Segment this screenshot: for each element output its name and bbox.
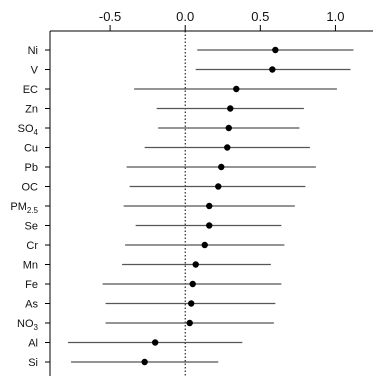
x-tick-label: 0.5: [251, 9, 269, 24]
category-label: Mn: [23, 260, 38, 272]
x-axis: -0.5 0.0 0.5 1.0: [99, 9, 344, 31]
estimate-row: Fe: [25, 279, 282, 291]
estimate-rows: Ni V EC Zn SO4 Cu Pb OC PM2.5 Se Cr Mn Fe As NO3 Al Si: [10, 45, 354, 369]
estimate-row: Mn: [23, 260, 271, 272]
estimate-row: Si: [28, 357, 219, 369]
point-estimate: [186, 319, 193, 327]
category-label: PM2.5: [10, 201, 38, 215]
estimate-row: NO3: [17, 318, 274, 332]
estimate-row: Pb: [25, 162, 316, 174]
point-estimate: [151, 339, 159, 346]
plot-frame: [49, 30, 373, 376]
estimate-row: Cr: [26, 240, 285, 252]
category-label: Se: [25, 221, 38, 233]
point-estimate: [227, 105, 234, 112]
category-label: As: [25, 299, 38, 311]
point-estimate: [206, 202, 213, 210]
point-estimate: [188, 300, 195, 307]
point-estimate: [215, 183, 222, 190]
category-label: Al: [28, 338, 38, 350]
point-estimate: [201, 241, 208, 249]
category-label: OC: [22, 182, 39, 194]
category-label: Fe: [25, 279, 38, 291]
point-estimate: [272, 46, 279, 54]
estimate-row: Se: [25, 221, 282, 233]
category-label: Cu: [24, 143, 38, 155]
estimate-row: OC: [22, 182, 306, 194]
point-estimate: [233, 85, 240, 93]
category-label: Pb: [25, 162, 38, 174]
estimate-row: As: [25, 299, 276, 311]
point-estimate: [189, 280, 196, 288]
category-label: SO4: [18, 123, 39, 137]
category-label: NO3: [17, 318, 39, 332]
estimate-row: Al: [28, 338, 243, 350]
point-estimate: [206, 222, 213, 229]
estimate-row: Zn: [25, 104, 304, 116]
category-label: Ni: [28, 45, 38, 57]
x-tick-label: 0.0: [176, 9, 194, 24]
estimate-row: EC: [23, 84, 337, 96]
category-label: Zn: [25, 104, 38, 116]
category-label: Cr: [26, 240, 38, 252]
estimate-row: PM2.5: [10, 201, 295, 215]
category-label: Si: [28, 357, 38, 369]
point-estimate: [269, 66, 276, 73]
estimate-row: Ni: [28, 45, 354, 57]
category-label: V: [31, 65, 39, 77]
point-estimate: [225, 124, 232, 132]
x-tick-label: -0.5: [99, 9, 121, 24]
x-tick-label: 1.0: [326, 9, 344, 24]
estimate-row: Cu: [24, 143, 310, 155]
estimate-row: V: [31, 65, 351, 77]
category-label: EC: [23, 84, 38, 96]
point-estimate: [218, 163, 225, 171]
point-estimate: [141, 358, 148, 366]
point-estimate: [224, 144, 231, 151]
estimate-row: SO4: [18, 123, 300, 137]
point-estimate: [192, 261, 199, 268]
